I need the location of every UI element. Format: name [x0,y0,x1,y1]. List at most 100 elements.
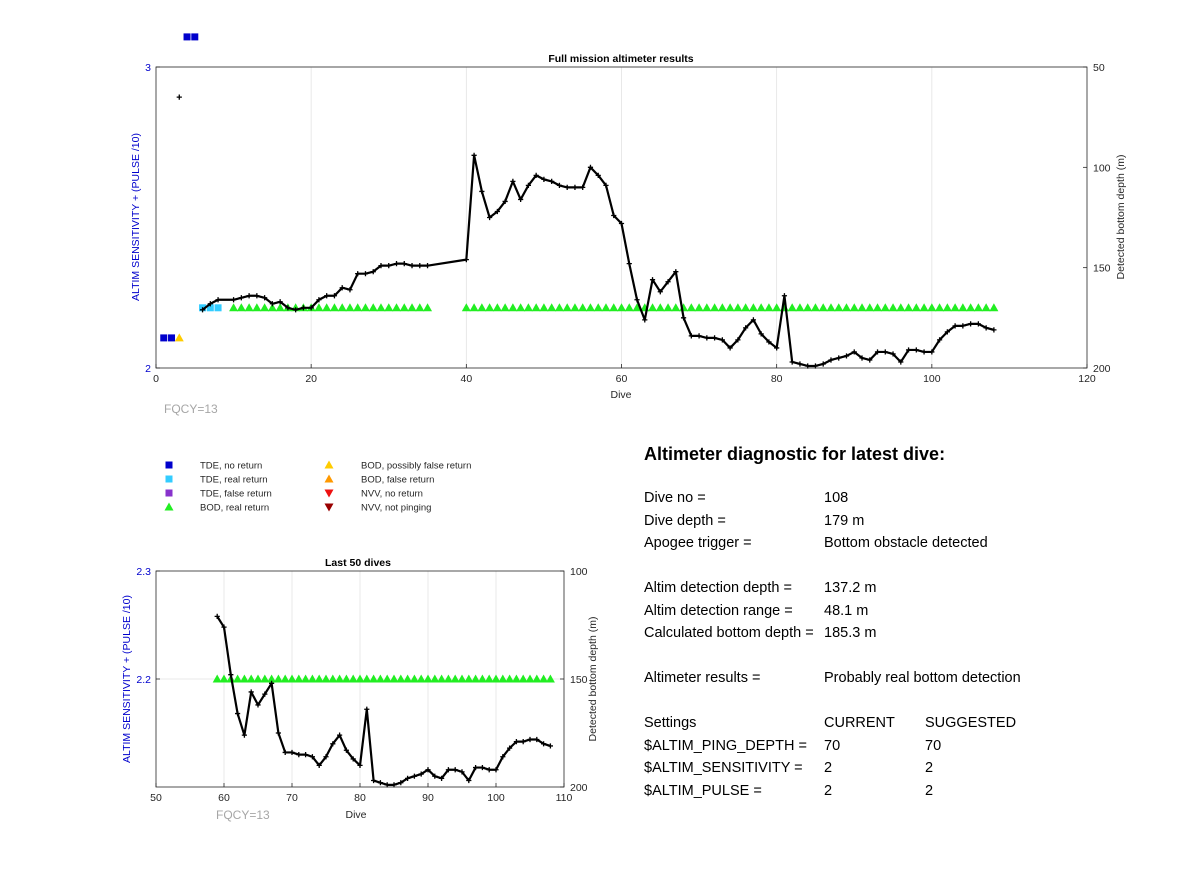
depth-point [580,184,586,190]
depth-point [494,208,500,215]
setting-row: $ALTIM_PULSE = 2 2 [644,780,1164,803]
bod-real-return-marker [756,303,766,312]
right-y-tick-label: 200 [570,782,588,794]
depth-point [269,680,275,686]
depth-point [432,773,438,779]
bod-real-return-marker [267,674,277,683]
setting-name: $ALTIM_PING_DEPTH = [644,737,807,754]
bod-real-return-marker [764,303,774,312]
setting-row: $ALTIM_PING_DEPTH = 70 70 [644,735,1164,758]
depth-point [409,263,415,269]
depth-point [618,220,625,227]
legend-label: TDE, false return [200,489,272,500]
altimeter-diagnostic-panel: Altimeter diagnostic for latest dive: Di… [644,444,1164,802]
depth-point [898,359,904,365]
bod-real-return-marker [562,303,572,312]
depth-point [330,741,336,747]
bod-real-return-marker [212,674,222,683]
bod-real-return-marker [554,303,564,312]
depth-point [221,624,227,630]
x-tick-label: 110 [556,792,573,804]
bod-real-return-marker [803,303,813,312]
apogee-value: Bottom obstacle detected [824,535,988,551]
suggested-header: SUGGESTED [925,715,1017,731]
top-ticks: 0 20 40 60 80 100 120 2 3 50 100 150 200 [145,62,1111,385]
bod-real-return-marker [355,674,365,683]
current-header: CURRENT [824,715,895,731]
depth-point [418,771,424,777]
depth-point [393,261,400,267]
bod-real-return-marker [335,674,345,683]
bod-real-return-marker [663,303,673,312]
bod-real-return-marker [457,674,467,683]
bod-real-return-marker [423,303,433,312]
settings-header: Settings [644,715,697,731]
bod-real-return-marker [403,674,413,683]
depth-point [882,349,888,355]
depth-point [303,752,309,758]
depth-point [255,702,261,708]
right-y-tick-label: 100 [570,566,588,578]
depth-point [473,764,479,771]
bod-real-return-marker [545,674,555,683]
depth-point [688,333,694,339]
detection-range-label: Altim detection range = [644,602,793,619]
legend-label: NVV, no return [361,489,423,500]
bod-real-return-marker [464,674,474,683]
depth-point [466,777,472,784]
dive-depth-value: 179 m [824,512,865,529]
bod-real-return-marker [539,674,549,683]
bod-real-return-marker [492,303,502,312]
bottom-ticks: 50 60 70 80 90 100 110 2.2 2.3 100 150 200 [136,566,587,804]
depth-point [199,307,206,313]
calculated-depth-value: 185.3 m [824,625,877,641]
top-fqcy-annotation: FQCY=13 [164,402,218,416]
bod-real-return-marker [500,303,510,312]
bod-real-return-marker [362,674,372,683]
bod-real-return-marker [437,674,447,683]
bod-real-return-marker [989,303,999,312]
setting-suggested: 2 [925,782,934,799]
depth-point [384,782,390,788]
depth-point [324,293,330,299]
depth-point [230,297,237,303]
depth-point [789,359,795,365]
depth-point [439,775,445,781]
bod-real-return-marker [233,674,243,683]
depth-point [991,327,997,333]
depth-point [176,94,182,100]
depth-point [323,754,329,760]
depth-point [712,335,718,341]
bod-real-return-marker [236,303,246,312]
depth-point [293,307,299,313]
bod-real-return-marker [219,674,229,683]
bod-real-return-marker [415,303,425,312]
depth-point [214,613,220,619]
top-right-axis-label: Detected bottom depth (m) [1115,155,1127,280]
x-tick-label: 50 [150,792,162,804]
bod-real-return-marker [818,303,828,312]
depth-point [364,706,370,712]
x-tick-label: 100 [923,373,941,385]
depth-point [500,754,506,760]
bod-real-return-marker [273,674,283,683]
detection-depth-row: Altim detection depth = 137.2 m [644,577,1164,600]
bod-real-return-marker [491,674,501,683]
depth-point [269,301,275,307]
detection-range-value: 48.1 m [824,602,869,619]
setting-name: $ALTIM_SENSITIVITY = [644,760,803,776]
depth-point [766,339,772,345]
depth-point [649,277,656,283]
depth-point [680,315,687,321]
bod-real-return-marker [532,674,542,683]
depth-point [337,732,343,738]
bod-real-return-marker [686,303,696,312]
depth-point [513,739,519,745]
bod-real-return-marker [461,303,471,312]
depth-point [665,279,671,285]
setting-row: $ALTIM_SENSITIVITY = 2 2 [644,757,1164,780]
bod-real-return-marker [601,303,611,312]
bod-real-return-marker [849,303,859,312]
legend-label: BOD, possibly false return [361,461,471,472]
diagnostic-title: Altimeter diagnostic for latest dive: [644,444,946,464]
